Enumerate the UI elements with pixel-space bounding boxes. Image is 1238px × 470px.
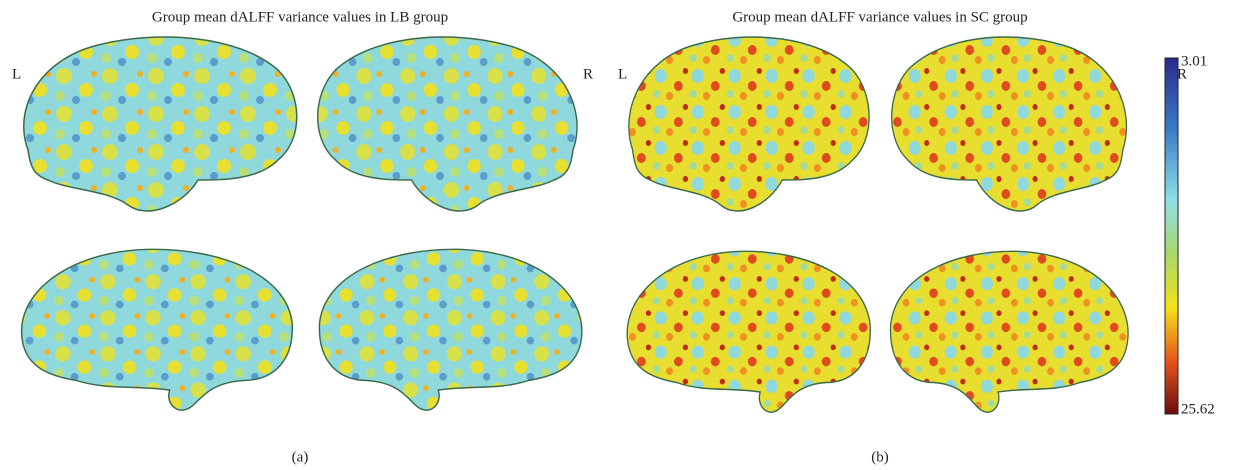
colorbar-label: 3.01 [1181, 53, 1207, 69]
colorbar-label: 25.62 [1181, 401, 1215, 417]
panel-title: Group mean dALFF variance values in SC g… [732, 9, 1027, 25]
brain-lateral-right [318, 37, 577, 211]
panel-caption: (b) [871, 449, 889, 465]
panel-title: Group mean dALFF variance values in LB g… [152, 9, 448, 25]
brain-medial-left [627, 251, 870, 412]
brain-medial-right [890, 251, 1128, 412]
figure: Group mean dALFF variance values in LB g… [0, 0, 1238, 470]
brain-medial-left [22, 249, 293, 410]
panel-caption: (a) [292, 449, 309, 465]
hemisphere-label: L [618, 66, 627, 82]
colorbar [1165, 58, 1178, 414]
hemisphere-label: L [12, 66, 21, 82]
brain-lateral-right [892, 37, 1127, 211]
brain-medial-right [319, 249, 581, 410]
brain-surfaces [22, 37, 1129, 412]
brain-lateral-left [629, 37, 869, 211]
brain-lateral-left [24, 37, 297, 211]
hemisphere-label: R [583, 66, 593, 82]
